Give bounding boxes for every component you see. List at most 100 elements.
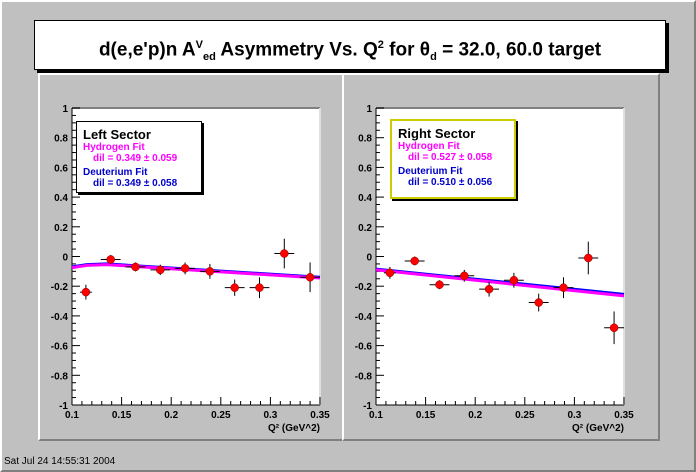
data-point (604, 311, 624, 345)
y-tick-label: -0.8 (51, 371, 69, 382)
x-tick-label: 0.2 (164, 410, 178, 421)
legend-heading: Right Sector (398, 126, 476, 141)
legend-heading: Left Sector (83, 127, 151, 142)
y-tick-label: 0.4 (358, 193, 372, 204)
data-point (125, 262, 146, 272)
y-tick-label: -0.6 (51, 342, 69, 353)
timestamp-footer: Sat Jul 24 14:55:31 2004 (4, 456, 116, 467)
data-point (175, 262, 196, 275)
title-part: d(e,e'p)n A (98, 39, 196, 61)
left-sector-legend: Left Sector Hydrogen Fit dil = 0.349 ± 0… (76, 121, 202, 193)
left-sector-pad: -1 -0.8 -0.6 -0.4 -0.2 0 0.2 0.4 0.6 0.8 1 0.1 0.15 0… (38, 73, 356, 441)
x-tick-label: 0.35 (614, 410, 634, 421)
legend-hydrogen-label: Hydrogen Fit (398, 141, 460, 152)
x-tick-label: 0.2 (468, 410, 482, 421)
data-marker (584, 253, 593, 263)
y-tick-label: 1 (62, 104, 68, 115)
data-marker (255, 283, 264, 292)
right-sector-legend: Right Sector Hydrogen Fit dil = 0.527 ± … (390, 119, 516, 199)
data-point (429, 280, 450, 290)
data-marker (435, 280, 444, 289)
data-point (383, 266, 396, 279)
y-tick-label: 0 (366, 253, 372, 264)
page-title: d(e,e'p)n AVed Asymmetry Vs. Q2 for θd =… (34, 20, 666, 70)
legend-deuterium-label: Deuterium Fit (83, 167, 148, 178)
data-point (150, 264, 171, 276)
legend-deuterium-value: dil = 0.510 ± 0.056 (408, 177, 493, 188)
x-tick-label: 0.35 (310, 410, 330, 421)
title-part: Asymmetry Vs. Q (215, 39, 378, 61)
data-marker (81, 287, 91, 297)
y-tick-label: 0.4 (54, 193, 68, 204)
data-marker (460, 271, 469, 281)
legend-hydrogen-value: dil = 0.349 ± 0.059 (93, 153, 178, 164)
data-marker (609, 323, 619, 333)
data-marker (410, 256, 419, 266)
title-superscript: 2 (377, 39, 384, 51)
y-tick-label: -1 (59, 401, 68, 412)
data-point (578, 241, 599, 275)
x-tick-label: 0.25 (515, 410, 535, 421)
y-tick-label: -0.6 (355, 342, 373, 353)
data-point (224, 279, 245, 296)
y-tick-label: -0.8 (355, 371, 373, 382)
y-tick-label: -1 (363, 401, 372, 412)
y-tick-label: -0.2 (51, 282, 69, 293)
data-marker (230, 283, 239, 292)
data-marker (106, 255, 115, 264)
title-part: for θ (383, 39, 431, 61)
y-tick-label: 0.6 (54, 163, 68, 174)
legend-hydrogen-value: dil = 0.527 ± 0.058 (408, 152, 493, 163)
x-tick-label: 0.15 (112, 410, 132, 421)
data-point (404, 256, 425, 266)
x-tick-label: 0.1 (65, 410, 79, 421)
right-sector-pad: -1 -0.8 -0.6 -0.4 -0.2 0 0.2 0.4 0.6 0.8 1 0.1 0.15 0… (342, 73, 660, 441)
data-point (79, 284, 92, 300)
x-tick-label: 0.1 (369, 410, 383, 421)
x-axis-label: Q² (GeV^2) (268, 423, 320, 434)
y-tick-label: 0.2 (54, 223, 68, 234)
x-tick-label: 0.25 (211, 410, 231, 421)
data-point (454, 269, 475, 282)
y-tick-label: 0.8 (358, 134, 372, 145)
y-tick-label: 0.8 (54, 134, 68, 145)
x-axis-label: Q² (GeV^2) (572, 423, 624, 434)
data-point (100, 255, 121, 264)
x-tick-label: 0.3 (567, 410, 581, 421)
data-marker (509, 276, 519, 285)
legend-hydrogen-label: Hydrogen Fit (83, 142, 145, 153)
data-marker (205, 267, 215, 276)
data-point (300, 262, 320, 293)
data-point (553, 277, 574, 299)
y-tick-label: -0.4 (51, 312, 69, 323)
data-point (528, 293, 549, 312)
data-point (249, 277, 270, 299)
data-marker (305, 273, 315, 282)
data-marker (156, 265, 165, 275)
title-part: = 32.0, 60.0 target (436, 39, 602, 61)
y-tick-label: -0.2 (355, 282, 373, 293)
title-superscript: V (195, 39, 203, 51)
data-marker (534, 298, 543, 307)
data-marker (180, 264, 190, 273)
y-tick-label: 0 (62, 253, 68, 264)
data-point (199, 263, 220, 279)
data-point (503, 272, 524, 288)
y-tick-label: 1 (366, 104, 372, 115)
data-point (274, 238, 295, 269)
title-subscript: d (430, 51, 437, 64)
y-tick-label: 0.2 (358, 223, 372, 234)
x-tick-label: 0.15 (416, 410, 436, 421)
data-marker (559, 283, 568, 292)
data-marker (131, 262, 140, 272)
x-tick-label: 0.3 (263, 410, 277, 421)
data-marker (280, 249, 289, 258)
y-tick-label: 0.6 (358, 163, 372, 174)
data-marker (484, 284, 494, 294)
title-subscript: ed (203, 51, 216, 64)
legend-deuterium-label: Deuterium Fit (398, 166, 463, 177)
y-tick-label: -0.4 (355, 312, 373, 323)
data-point (479, 281, 500, 297)
data-marker (385, 268, 395, 278)
